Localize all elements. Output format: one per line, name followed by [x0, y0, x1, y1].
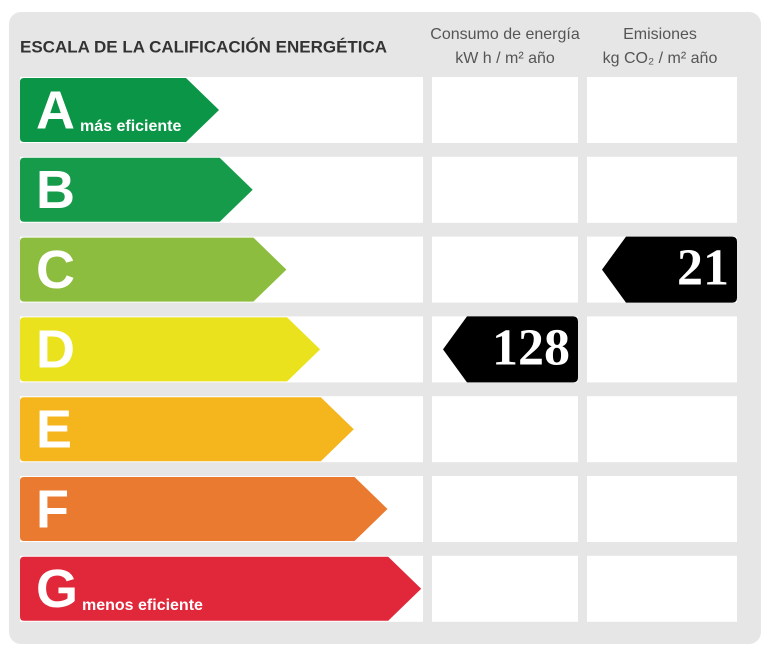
rating-letter: D: [36, 320, 75, 380]
consumption-cell: [432, 476, 578, 542]
rating-arrow: [20, 317, 321, 382]
rating-arrow: [20, 157, 253, 222]
rating-arrow: [20, 237, 287, 302]
consumption-cell: [432, 236, 578, 303]
value-badge: [443, 316, 578, 383]
rating-arrow: [20, 477, 388, 541]
rating-arrow: [20, 556, 422, 621]
emissions-title: Emisiones: [623, 26, 697, 43]
rating-letter: E: [36, 399, 72, 459]
rating-letter: F: [36, 479, 69, 539]
value-badge: [602, 236, 737, 303]
consumption-cell: [432, 77, 578, 143]
emissions-cell: [587, 396, 737, 463]
emissions-cell: [587, 156, 737, 223]
title: ESCALA DE LA CALIFICACIÓN ENERGÉTICA: [20, 37, 387, 56]
consumption-cell: [432, 555, 578, 622]
rating-arrow: [20, 78, 219, 142]
emissions-cell: [587, 476, 737, 542]
rating-letter: C: [36, 240, 75, 300]
rating-arrow: [20, 397, 354, 462]
consumption-unit: kW h / m² año: [455, 50, 555, 67]
consumption-cell: [432, 156, 578, 223]
emissions-cell: [587, 77, 737, 143]
value-label: 21: [677, 240, 729, 297]
value-label: 128: [492, 319, 570, 376]
rating-note: más eficiente: [80, 118, 181, 135]
emissions-unit: kg CO₂ / m² año: [603, 50, 718, 67]
rating-letter: A: [36, 80, 75, 140]
rating-letter: G: [36, 559, 78, 619]
consumption-title: Consumo de energía: [430, 26, 580, 43]
rating-letter: B: [36, 160, 75, 220]
rating-note: menos eficiente: [82, 597, 203, 614]
emissions-cell: [587, 555, 737, 622]
consumption-cell: [432, 396, 578, 463]
emissions-cell: [587, 316, 737, 383]
